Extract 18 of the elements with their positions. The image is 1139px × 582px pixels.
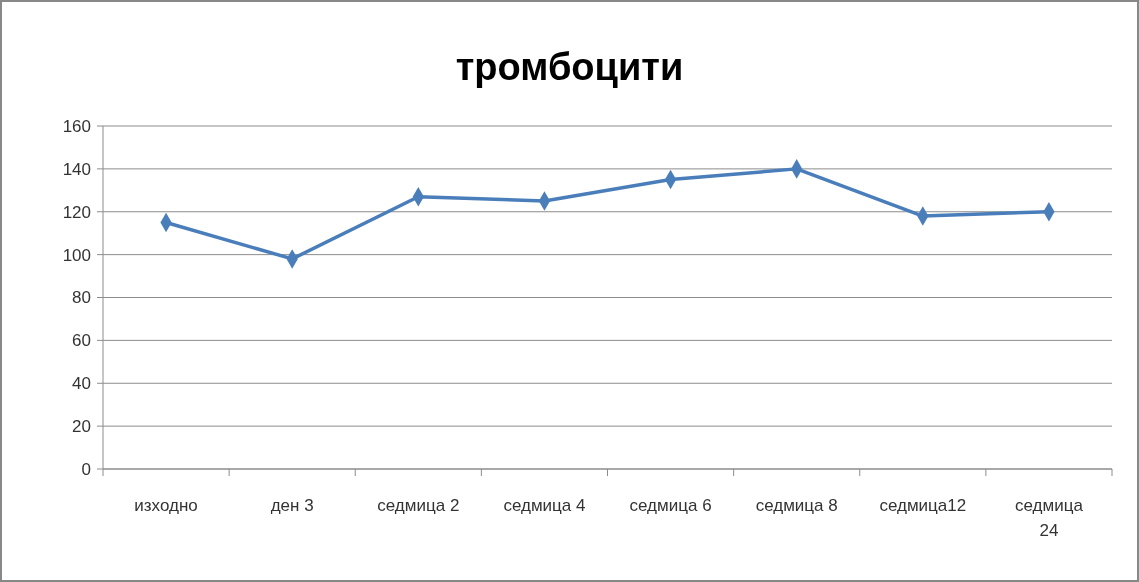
- y-tick-label: 20: [72, 417, 91, 437]
- x-tick-label: ден 3: [270, 496, 314, 515]
- y-tick-label: 40: [72, 374, 91, 394]
- y-tick-label: 80: [72, 288, 91, 308]
- chart-title: тромбоцити: [455, 46, 684, 88]
- y-tick-label: 60: [72, 331, 91, 351]
- x-tick-label: седмица 24: [1014, 496, 1084, 540]
- x-tick-label: седмица12: [879, 496, 967, 515]
- x-tick-label: изходно: [134, 496, 198, 515]
- x-tick-label: седмица 8: [755, 496, 838, 515]
- x-tick-label: седмица 6: [629, 496, 712, 515]
- y-tick-label: 160: [62, 116, 91, 136]
- y-tick-label: 0: [81, 459, 91, 479]
- x-tick-label: седмица 4: [503, 496, 586, 515]
- x-tick-label: седмица 2: [377, 496, 460, 515]
- y-tick-label: 100: [62, 245, 91, 265]
- y-tick-label: 140: [62, 159, 91, 179]
- y-tick-label: 120: [62, 202, 91, 222]
